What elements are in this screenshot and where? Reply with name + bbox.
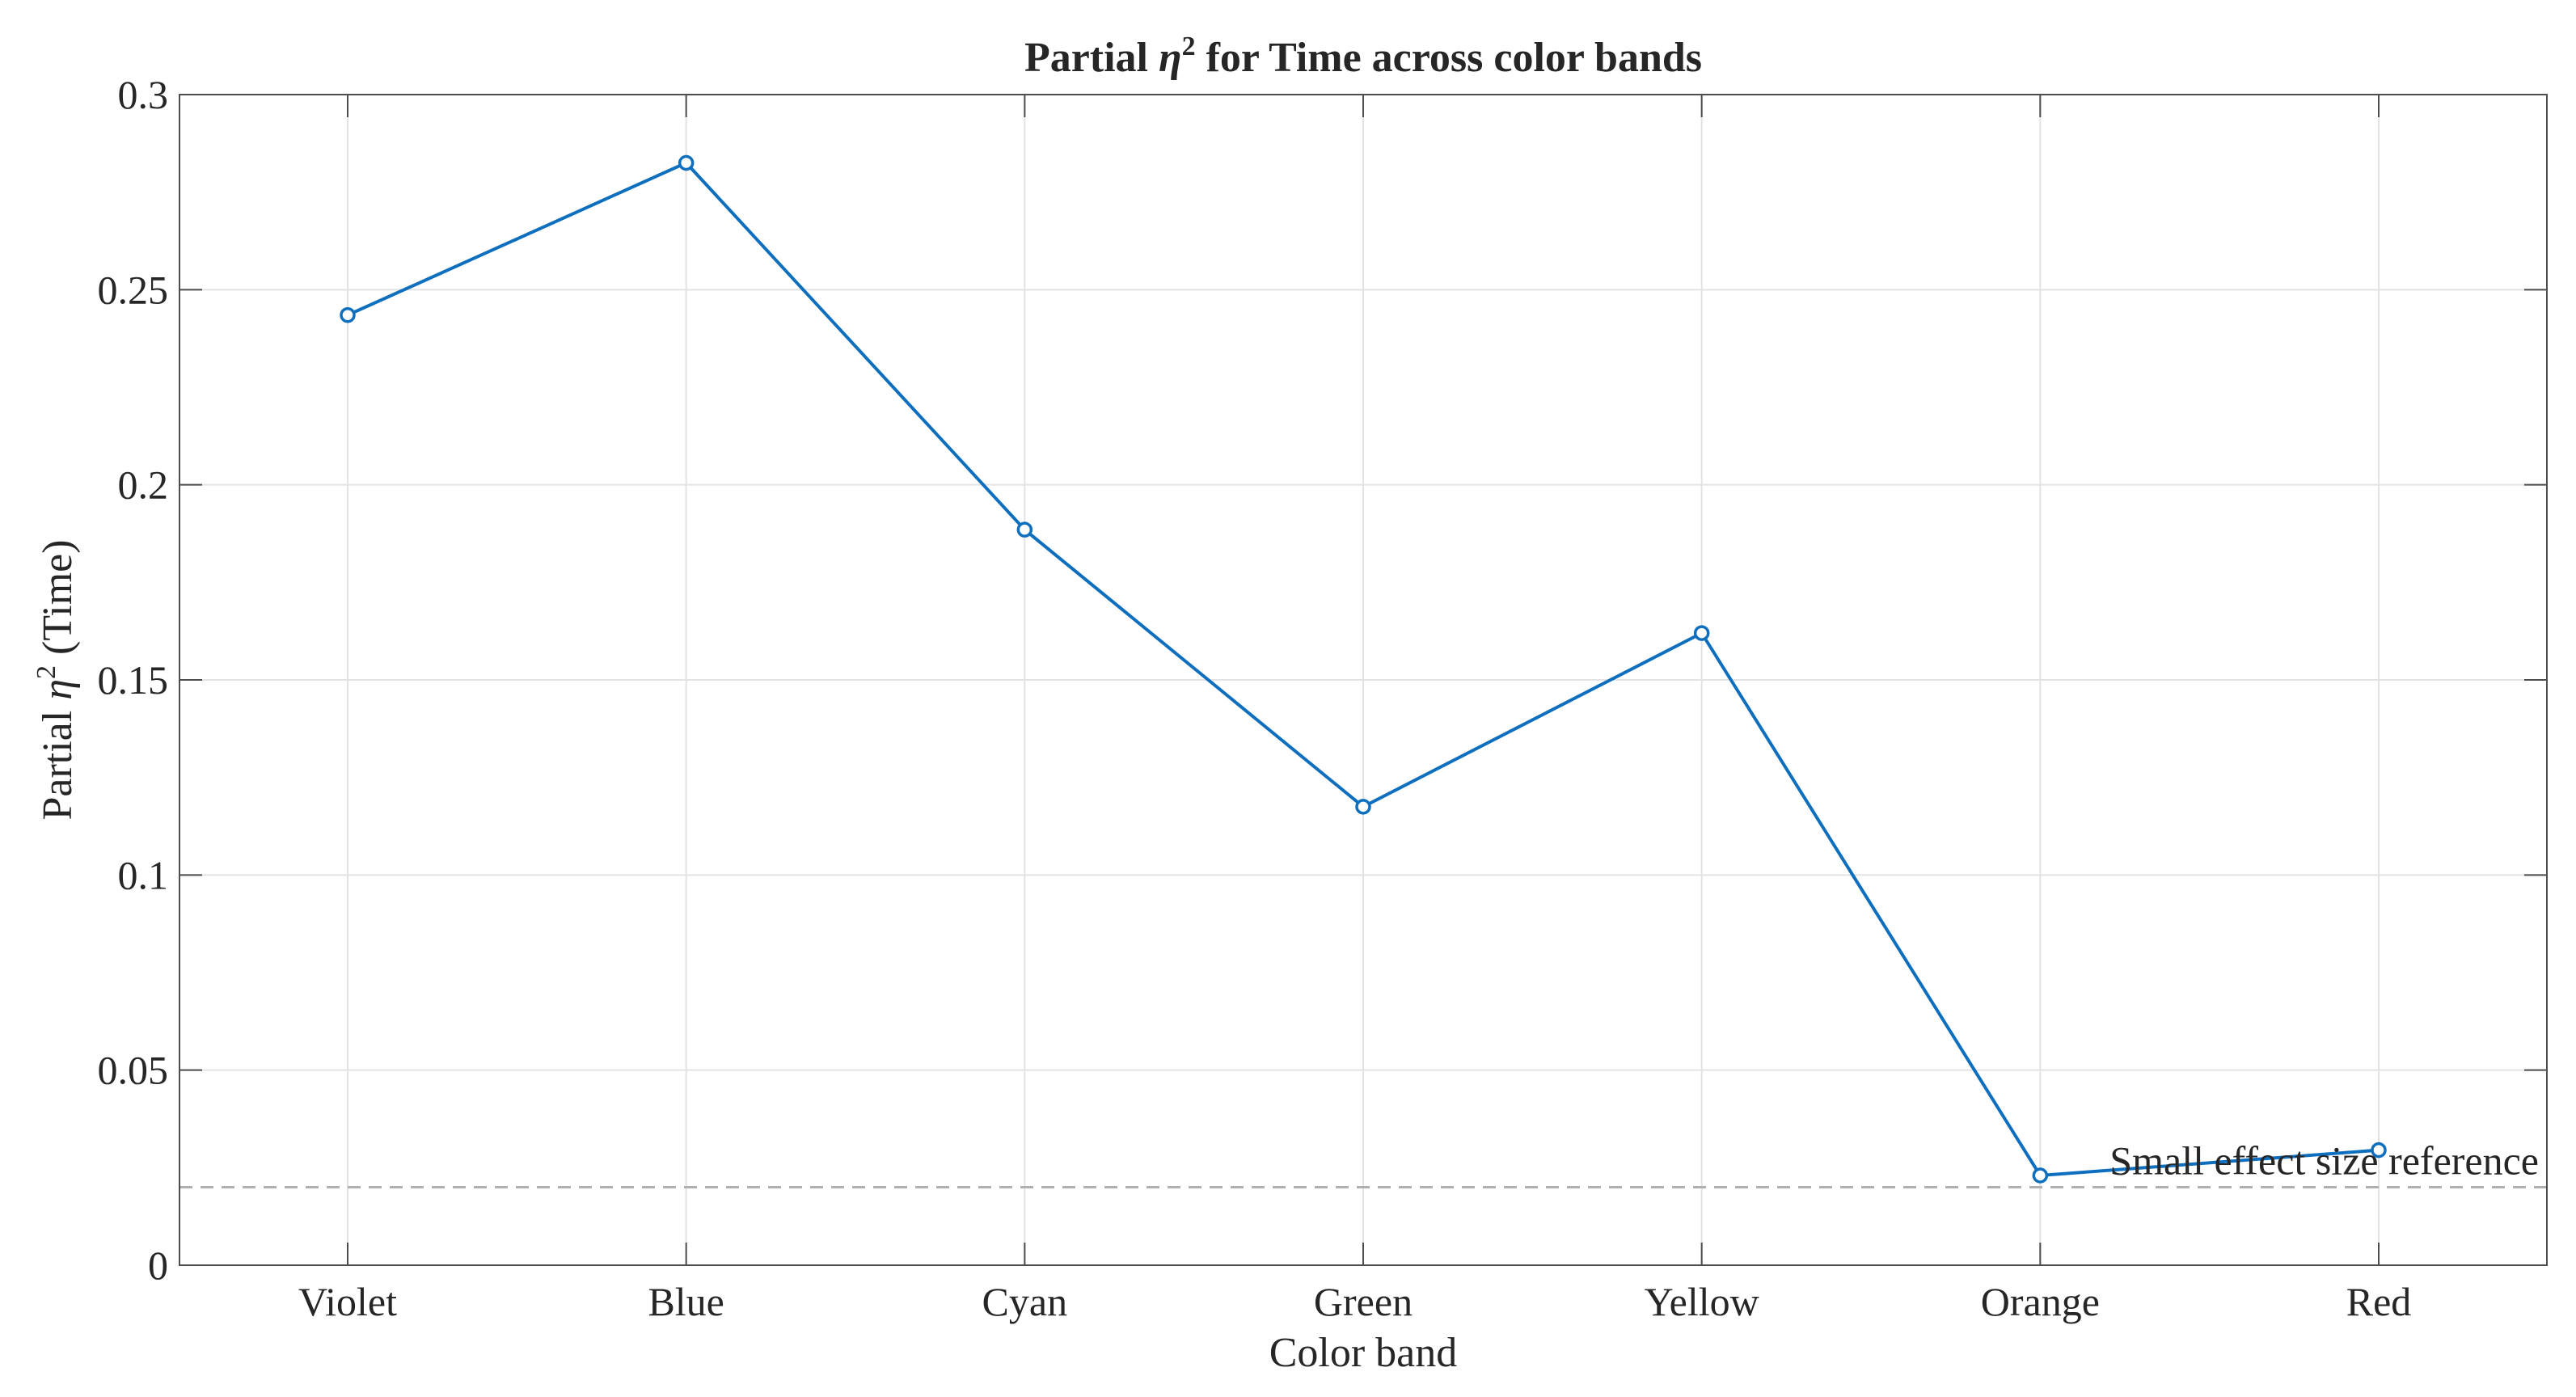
x-tick-label: Yellow — [1645, 1279, 1759, 1324]
data-point — [1016, 521, 1033, 538]
y-tick-label: 0.3 — [118, 72, 169, 117]
reference-line-label: Small effect size reference — [2109, 1137, 2539, 1183]
x-tick-labels: Violet Blue Cyan Green Yellow Orange Red — [298, 1279, 2411, 1324]
grid-lines — [179, 94, 2547, 1266]
ylabel-eta-symbol: η — [35, 679, 81, 700]
tick-marks — [179, 94, 2547, 1266]
ylabel-prefix: Partial — [35, 700, 81, 821]
title-prefix: Partial — [1024, 35, 1159, 81]
y-tick-label: 0.15 — [98, 657, 169, 703]
x-tick-label: Green — [1314, 1279, 1413, 1324]
data-point — [1355, 799, 1371, 815]
title-suffix: for Time across color bands — [1196, 35, 1702, 81]
y-tick-label: 0.25 — [98, 267, 169, 312]
ylabel-suffix: (Time) — [35, 539, 81, 665]
x-tick-label: Orange — [1981, 1279, 2100, 1324]
series-layer — [340, 154, 2387, 1184]
title-superscript: 2 — [1182, 32, 1196, 61]
data-point — [2032, 1167, 2049, 1184]
title-eta-symbol: η — [1159, 35, 1182, 81]
x-axis-label: Color band — [1269, 1330, 1458, 1376]
x-tick-label: Red — [2346, 1279, 2412, 1324]
data-point — [1693, 625, 1710, 641]
data-point — [678, 154, 695, 171]
y-tick-label: 0.2 — [118, 462, 169, 508]
y-tick-label: 0 — [148, 1243, 168, 1288]
y-tick-label: 0.1 — [118, 852, 169, 897]
y-axis-label: Partial η2 (Time) — [32, 539, 81, 820]
data-point — [2371, 1142, 2387, 1159]
data-point — [340, 306, 356, 323]
x-tick-label: Cyan — [982, 1279, 1068, 1324]
x-tick-label: Blue — [648, 1279, 724, 1324]
y-tick-label: 0.05 — [98, 1048, 169, 1093]
chart-title: Partial η2 for Time across color bands — [1024, 32, 1702, 81]
x-tick-label: Violet — [298, 1279, 397, 1324]
ylabel-superscript: 2 — [32, 665, 61, 679]
y-tick-labels: 0 0.05 0.1 0.15 0.2 0.25 0.3 — [98, 72, 169, 1288]
